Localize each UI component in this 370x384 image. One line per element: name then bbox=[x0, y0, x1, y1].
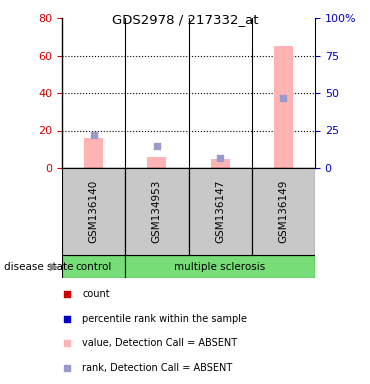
Bar bbox=[84, 138, 103, 168]
Text: value, Detection Call = ABSENT: value, Detection Call = ABSENT bbox=[82, 338, 238, 348]
Point bbox=[91, 132, 97, 138]
Text: GSM136147: GSM136147 bbox=[215, 180, 225, 243]
Text: percentile rank within the sample: percentile rank within the sample bbox=[82, 314, 247, 324]
Bar bbox=[62, 168, 125, 255]
Text: ▶: ▶ bbox=[50, 262, 58, 271]
Bar bbox=[125, 255, 315, 278]
Text: GSM136149: GSM136149 bbox=[278, 180, 288, 243]
Point bbox=[64, 340, 70, 346]
Text: GDS2978 / 217332_at: GDS2978 / 217332_at bbox=[112, 13, 258, 26]
Bar bbox=[211, 159, 230, 168]
Text: multiple sclerosis: multiple sclerosis bbox=[175, 262, 266, 271]
Bar bbox=[188, 168, 252, 255]
Point bbox=[64, 365, 70, 371]
Text: count: count bbox=[82, 289, 110, 299]
Point bbox=[280, 94, 286, 101]
Point bbox=[217, 154, 223, 161]
Bar bbox=[252, 168, 315, 255]
Bar bbox=[274, 46, 293, 168]
Point bbox=[154, 142, 160, 149]
Bar bbox=[62, 255, 125, 278]
Text: rank, Detection Call = ABSENT: rank, Detection Call = ABSENT bbox=[82, 363, 232, 373]
Bar bbox=[125, 168, 188, 255]
Text: GSM134953: GSM134953 bbox=[152, 180, 162, 243]
Text: control: control bbox=[75, 262, 112, 271]
Text: GSM136140: GSM136140 bbox=[89, 180, 99, 243]
Point bbox=[64, 316, 70, 322]
Text: disease state: disease state bbox=[4, 262, 77, 271]
Bar bbox=[147, 157, 166, 168]
Point bbox=[64, 291, 70, 297]
